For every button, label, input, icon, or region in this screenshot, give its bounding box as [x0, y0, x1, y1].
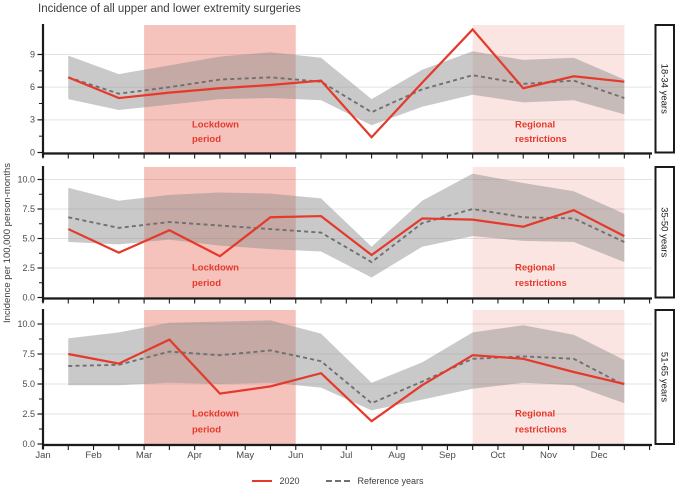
- regional-restrictions-annotation: restrictions: [515, 278, 567, 289]
- y-tick-label: 9: [30, 49, 35, 59]
- y-axis-label: Incidence per 100,000 person-months: [2, 163, 13, 323]
- facet-label: 51-65 years: [658, 352, 669, 402]
- reference-years-line: [68, 208, 625, 264]
- x-tick-label: Sep: [439, 450, 456, 461]
- facet-strip: [654, 309, 675, 445]
- chart-title: Incidence of all upper and lower extremi…: [38, 3, 301, 15]
- y-tick-label: 0.0: [22, 439, 35, 449]
- x-tick-label: May: [236, 450, 254, 461]
- line-2020: [67, 27, 625, 139]
- reference-years-line: [67, 74, 625, 114]
- lockdown-period-annotation: period: [192, 424, 221, 435]
- reference-ribbon: [68, 173, 625, 278]
- facet-strip: [654, 166, 675, 299]
- reference-ribbon: [68, 320, 625, 411]
- y-tick-label: 2.5: [22, 409, 35, 419]
- y-tick-label: 0: [30, 147, 35, 157]
- y-tick-label: 10.0: [17, 319, 35, 329]
- lockdown-period-annotation: Lockdown: [192, 262, 239, 273]
- legend-reference-label: Reference years: [357, 476, 424, 486]
- regional-restrictions-annotation: Regional: [515, 119, 555, 130]
- regional-restrictions-band: [472, 25, 625, 153]
- x-tick-label: Jul: [340, 450, 352, 461]
- y-tick-label: 3: [30, 115, 35, 125]
- x-tick-label: Mar: [136, 450, 152, 461]
- lockdown-period-annotation: period: [192, 278, 221, 289]
- facet-panel: Lockdown period Regional restrictions 0 3 6 9 18…: [30, 24, 675, 159]
- x-tick-label: Oct: [491, 450, 506, 461]
- regional-restrictions-annotation: Regional: [515, 408, 555, 419]
- facet-label: 35-50 years: [658, 207, 669, 257]
- line-2020: [67, 208, 625, 258]
- x-tick-label: Aug: [388, 450, 405, 461]
- facet-panel: Lockdown period Regional restrictions 0.0 2.5…: [17, 309, 675, 450]
- regional-restrictions-annotation: Regional: [515, 262, 555, 273]
- lockdown-period-band: [144, 310, 296, 444]
- y-tick-label: 6: [30, 82, 35, 92]
- regional-restrictions-annotation: restrictions: [515, 134, 567, 145]
- reference-ribbon: [68, 51, 625, 126]
- y-tick-label: 2.5: [22, 263, 35, 273]
- regional-restrictions-band: [472, 167, 625, 298]
- y-tick-label: 5.0: [22, 379, 35, 389]
- x-tick-label: Nov: [540, 450, 557, 461]
- facet-label: 18-34 years: [658, 64, 669, 114]
- x-tick-label: Dec: [591, 450, 608, 461]
- x-tick-label: Jun: [288, 450, 303, 461]
- legend-2020-label: 2020: [279, 476, 300, 486]
- y-tick-label: 7.5: [22, 349, 35, 359]
- legend-item-reference: Reference years: [326, 476, 424, 486]
- lockdown-period-annotation: Lockdown: [192, 408, 239, 419]
- facet-strip: [654, 24, 675, 154]
- line-2020: [68, 338, 625, 423]
- x-tick-label: Jan: [35, 450, 50, 461]
- reference-years-line: [68, 349, 625, 405]
- x-tick-label: Apr: [187, 450, 202, 461]
- x-tick-label: Feb: [85, 450, 101, 461]
- chart-canvas: Lockdown period Regional restrictions 0 3 6 9 18…: [2, 24, 675, 461]
- y-tick-label: 10.0: [17, 174, 35, 184]
- y-tick-label: 5.0: [22, 233, 35, 243]
- regional-restrictions-annotation: restrictions: [515, 424, 567, 435]
- legend-reference-line-swatch: [326, 480, 351, 482]
- y-tick-label: 0.0: [22, 292, 35, 302]
- legend-2020-line-swatch: [252, 480, 273, 482]
- facet-panel: Lockdown period Regional restrictions 0.0 2.5…: [17, 166, 675, 304]
- lockdown-period-annotation: Lockdown: [192, 119, 239, 130]
- y-tick-label: 7.5: [22, 204, 35, 214]
- legend-item-2020: 2020: [252, 476, 299, 486]
- legend: 2020 Reference years: [0, 476, 676, 486]
- lockdown-period-annotation: period: [192, 134, 221, 145]
- lockdown-period-band: [144, 167, 296, 298]
